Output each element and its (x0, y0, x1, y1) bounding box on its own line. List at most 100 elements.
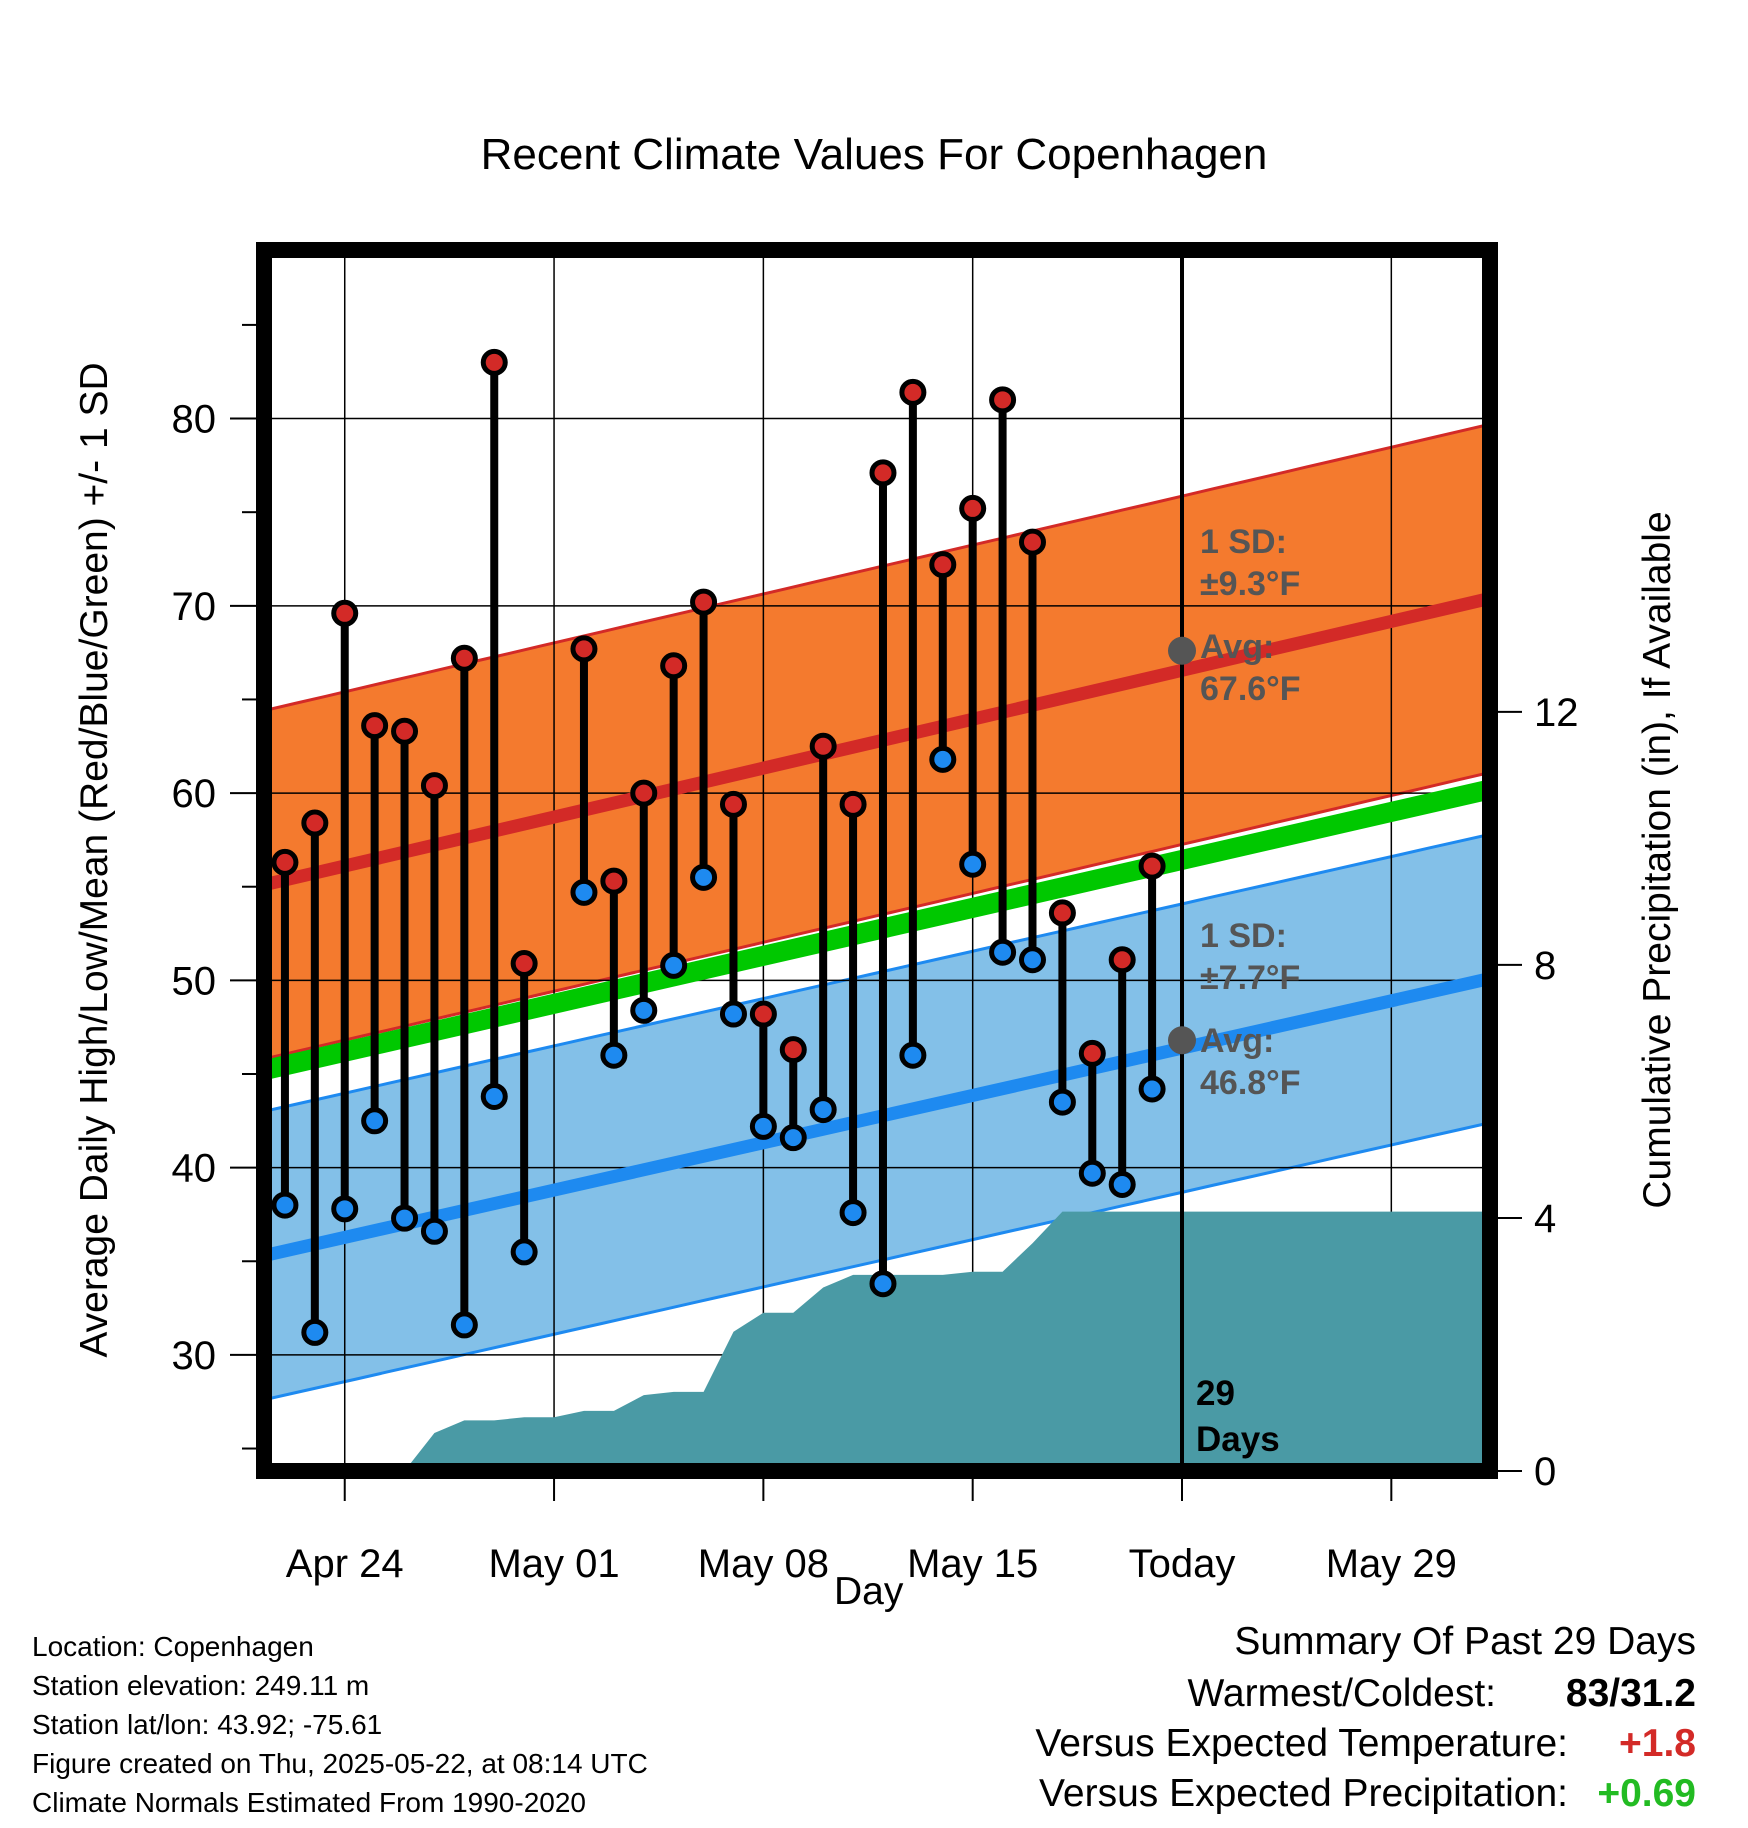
high-avg-marker (1168, 636, 1197, 665)
info-normals: Climate Normals Estimated From 1990-2020 (32, 1787, 586, 1818)
high-sd-value: ±9.3°F (1200, 565, 1300, 603)
daily-low-point (959, 850, 987, 878)
today-days-word: Days (1196, 1420, 1280, 1459)
high-avg-label: Avg: (1200, 628, 1274, 666)
daily-high-point (660, 652, 688, 680)
summary-precip-label: Versus Expected Precipitation: (1039, 1772, 1568, 1815)
daily-low-point (301, 1318, 329, 1346)
daily-high-point (600, 867, 628, 895)
summary-warmest-value: 83/31.2 (1565, 1672, 1696, 1715)
x-tick-label: May 08 (698, 1542, 829, 1586)
daily-high-point (1048, 899, 1076, 927)
daily-low-point (779, 1124, 807, 1152)
y-tick-label: 30 (172, 1334, 217, 1378)
y2-tick-label: 4 (1534, 1197, 1556, 1241)
x-tick-label: May 01 (488, 1542, 619, 1586)
daily-high-point (480, 348, 508, 376)
x-tick-label: Apr 24 (286, 1542, 404, 1586)
summary-temp-value: +1.8 (1619, 1722, 1696, 1765)
daily-high-point (1108, 946, 1136, 974)
daily-high-point (510, 949, 538, 977)
daily-high-point (331, 599, 359, 627)
daily-high-point (690, 588, 718, 616)
y-tick-label: 50 (172, 959, 217, 1003)
daily-high-point (929, 551, 957, 579)
y2-axis-label: Cumulative Precipitation (in), If Availa… (1636, 511, 1679, 1209)
daily-low-point (271, 1191, 299, 1219)
daily-low-point (1018, 946, 1046, 974)
daily-low-point (510, 1238, 538, 1266)
daily-low-point (391, 1204, 419, 1232)
daily-high-point (1018, 528, 1046, 556)
daily-high-point (839, 790, 867, 818)
low-avg-label: Avg: (1200, 1022, 1274, 1060)
info-latlon: Station lat/lon: 43.92; -75.61 (32, 1709, 383, 1740)
summary-heading: Summary Of Past 29 Days (1234, 1620, 1696, 1663)
daily-high-point (570, 635, 598, 663)
daily-low-point (570, 878, 598, 906)
daily-low-point (480, 1082, 508, 1110)
y-tick-label: 70 (172, 585, 217, 629)
daily-low-point (989, 938, 1017, 966)
daily-low-point (1138, 1075, 1166, 1103)
y2-tick-label: 0 (1534, 1450, 1556, 1494)
daily-high-point (1138, 852, 1166, 880)
daily-high-point (1078, 1039, 1106, 1067)
daily-low-point (331, 1195, 359, 1223)
daily-low-point (420, 1217, 448, 1245)
daily-low-point (1048, 1088, 1076, 1116)
footer-info: Location: Copenhagen Station elevation: … (32, 1627, 648, 1822)
daily-low-point (929, 745, 957, 773)
y2-tick-label: 12 (1534, 691, 1579, 735)
info-location: Location: Copenhagen (32, 1631, 314, 1662)
daily-low-point (630, 996, 658, 1024)
daily-high-point (361, 712, 389, 740)
daily-low-point (660, 951, 688, 979)
precip-area (404, 1211, 1490, 1471)
daily-high-point (630, 779, 658, 807)
daily-low-point (361, 1107, 389, 1135)
y-axis-label: Average Daily High/Low/Mean (Red/Blue/Gr… (73, 362, 116, 1358)
x-tick-label: Today (1129, 1542, 1236, 1586)
low-avg-value: 46.8°F (1200, 1064, 1301, 1102)
daily-low-point (749, 1112, 777, 1140)
low-avg-marker (1168, 1026, 1197, 1055)
low-sd-label: 1 SD: (1200, 917, 1287, 955)
daily-high-point (450, 644, 478, 672)
today-days-count: 29 (1196, 1374, 1235, 1413)
daily-low-point (600, 1041, 628, 1069)
low-sd-value: ±7.7°F (1200, 959, 1300, 997)
x-tick-label: May 29 (1326, 1542, 1457, 1586)
daily-low-point (869, 1270, 897, 1298)
high-sd-label: 1 SD: (1200, 523, 1287, 561)
y-tick-label: 40 (172, 1147, 217, 1191)
daily-low-point (809, 1096, 837, 1124)
chart-title: Recent Climate Values For Copenhagen (480, 130, 1268, 179)
daily-high-point (899, 378, 927, 406)
daily-high-point (749, 1000, 777, 1028)
daily-high-point (989, 386, 1017, 414)
daily-low-point (839, 1199, 867, 1227)
daily-high-point (779, 1036, 807, 1064)
daily-high-point (869, 459, 897, 487)
y-tick-label: 60 (172, 772, 217, 816)
daily-high-point (719, 790, 747, 818)
info-elevation: Station elevation: 249.11 m (32, 1670, 370, 1701)
summary-precip-value: +0.69 (1597, 1772, 1696, 1815)
daily-high-point (809, 732, 837, 760)
daily-high-point (959, 494, 987, 522)
daily-low-point (1078, 1159, 1106, 1187)
daily-high-point (271, 848, 299, 876)
high-avg-value: 67.6°F (1200, 670, 1301, 708)
daily-low-point (450, 1311, 478, 1339)
x-tick-label: May 15 (907, 1542, 1038, 1586)
info-created: Figure created on Thu, 2025-05-22, at 08… (32, 1748, 648, 1779)
daily-low-point (1108, 1170, 1136, 1198)
summary-temp-label: Versus Expected Temperature: (1035, 1722, 1568, 1765)
daily-low-point (719, 1000, 747, 1028)
daily-high-point (301, 809, 329, 837)
daily-high-point (391, 717, 419, 745)
plot-frame (256, 242, 1498, 1479)
daily-low-point (899, 1041, 927, 1069)
